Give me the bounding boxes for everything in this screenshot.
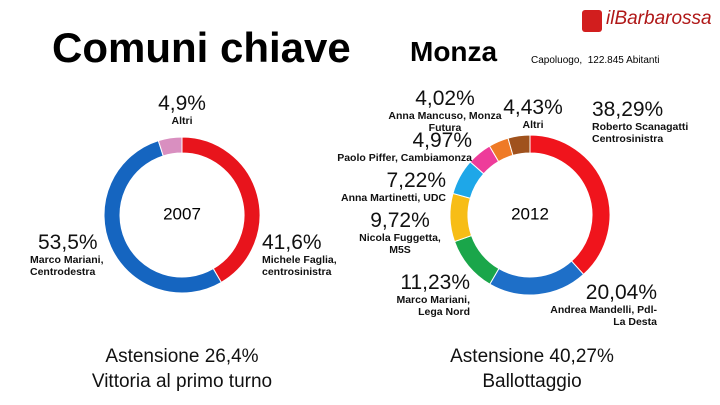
slice-value: 9,72% xyxy=(370,209,430,232)
slice-value: 4,9% xyxy=(158,92,206,115)
slice-name: Roberto Scanagatti Centrosinistra xyxy=(592,121,689,145)
title: Comuni chiave xyxy=(52,24,351,71)
slice-label: 9,72% Nicola Fuggetta, M5S xyxy=(350,209,450,257)
slice-label: 38,29% Roberto Scanagatti Centrosinistra xyxy=(592,98,702,146)
slice-value: 4,43% xyxy=(503,96,563,119)
slice-value: 4,02% xyxy=(415,87,475,110)
caption: Astensione 40,27% xyxy=(450,346,614,367)
logo: ilBarbarossa xyxy=(606,8,712,29)
slice-name: Marco Mariani, Lega Nord xyxy=(396,294,470,318)
slice-name: Marco Mariani, Centrodestra xyxy=(30,254,104,278)
slice-label: 11,23% Marco Mariani, Lega Nord xyxy=(385,271,470,319)
slice-value: 20,04% xyxy=(585,281,657,304)
slice-name: Nicola Fuggetta, M5S xyxy=(359,232,441,256)
slice-name: Andrea Mandelli, Pdl- La Desta xyxy=(550,304,657,328)
slice-label: 20,04% Andrea Mandelli, Pdl- La Desta xyxy=(545,281,657,329)
city: Monza xyxy=(410,36,498,67)
center-label: 2007 xyxy=(163,204,201,223)
caption: Vittoria al primo turno xyxy=(91,371,273,392)
caption: Astensione 26,4% xyxy=(105,346,259,367)
slice-name: Anna Mancuso, Monza Futura xyxy=(388,110,502,134)
slice-label: 4,97% Paolo Piffer, Cambiamonza xyxy=(300,129,472,165)
slice-name: Altri xyxy=(171,115,193,127)
slice-label: 4,43% Altri xyxy=(503,96,563,132)
slice-value: 41,6% xyxy=(262,231,322,254)
slice-value: 38,29% xyxy=(592,98,664,121)
donut-slice xyxy=(157,136,183,157)
slice-label: 41,6% Michele Faglia, centrosinistra xyxy=(262,231,372,279)
info: Capoluogo, 122.845 Abitanti xyxy=(531,55,660,66)
slice-name: Anna Martinetti, UDC xyxy=(341,192,446,204)
slice-name: Michele Faglia, centrosinistra xyxy=(262,254,337,278)
caption: Ballottaggio xyxy=(482,371,582,392)
donut-slice xyxy=(449,192,473,243)
slice-value: 4,97% xyxy=(412,129,472,152)
slice-label: 4,9% Altri xyxy=(132,92,232,128)
slice-label: 7,22% Anna Martinetti, UDC xyxy=(310,169,446,205)
slice-value: 7,22% xyxy=(386,169,446,192)
slice-value: 11,23% xyxy=(400,271,470,294)
slice-name: Altri xyxy=(522,119,544,131)
center-label: 2012 xyxy=(511,204,549,223)
slice-label: 4,02% Anna Mancuso, Monza Futura xyxy=(380,87,510,135)
logo-icon xyxy=(582,10,602,32)
slice-value: 53,5% xyxy=(38,231,98,254)
slice-label: 53,5% Marco Mariani, Centrodestra xyxy=(30,231,130,279)
donut-slice xyxy=(507,134,531,157)
slice-name: Paolo Piffer, Cambiamonza xyxy=(337,152,472,164)
